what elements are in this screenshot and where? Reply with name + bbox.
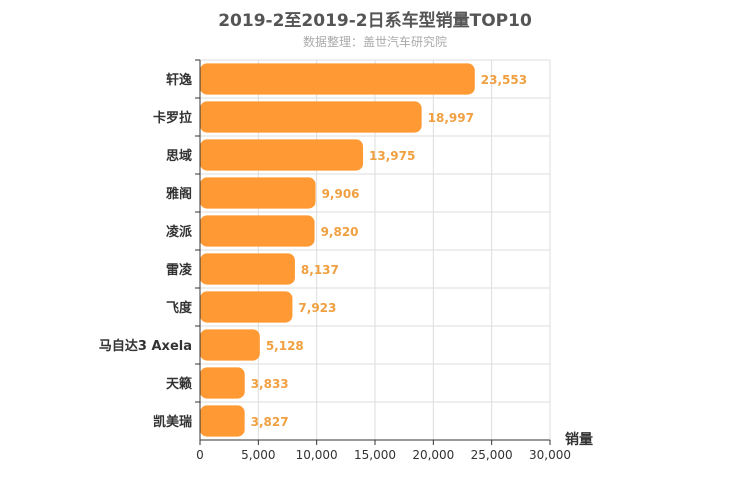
x-tick-label: 10,000 (296, 448, 338, 462)
x-tick-label: 5,000 (241, 448, 275, 462)
bar (200, 101, 422, 133)
bar-value-label: 3,833 (251, 377, 289, 391)
x-tick-label: 30,000 (529, 448, 571, 462)
category-label: 轩逸 (166, 72, 192, 88)
bar-value-label: 9,820 (321, 225, 359, 239)
category-label: 思域 (166, 148, 192, 164)
bar-value-label: 8,137 (301, 263, 339, 277)
bar-value-label: 3,827 (251, 415, 289, 429)
bar-value-label: 18,997 (428, 111, 474, 125)
bar (200, 215, 315, 247)
bar (200, 177, 316, 209)
category-label: 马自达3 Axela (99, 338, 192, 354)
x-axis-title: 销量 (565, 431, 593, 448)
x-tick-label: 25,000 (471, 448, 513, 462)
bars: 23,553 18,997 13,975 9,906 9,820 8,137 7,923 5,… (200, 63, 527, 437)
category-label: 雅阁 (166, 186, 192, 202)
bar-value-label: 7,923 (298, 301, 336, 315)
category-label: 凯美瑞 (153, 414, 192, 430)
bar-value-label: 13,975 (369, 149, 415, 163)
grid-lines (200, 59, 551, 441)
chart-title: 2019-2至2019-2日系车型销量TOP10 (218, 11, 532, 31)
bar (200, 367, 245, 399)
bar-value-label: 5,128 (266, 339, 304, 353)
axes: 0 5,000 10,000 15,000 20,000 25,000 30,000 轩逸卡罗… (99, 59, 571, 462)
category-label: 天籁 (166, 376, 192, 392)
bar (200, 63, 475, 95)
bar (200, 329, 260, 361)
bar (200, 291, 293, 323)
category-label: 凌派 (166, 224, 193, 240)
category-label: 卡罗拉 (153, 110, 192, 126)
x-tick-label: 20,000 (412, 448, 454, 462)
category-label: 飞度 (166, 300, 193, 316)
bar (200, 405, 245, 437)
bar-value-label: 9,906 (322, 187, 360, 201)
chart-subtitle: 数据整理：盖世汽车研究院 (302, 35, 447, 49)
category-label: 雷凌 (166, 262, 193, 278)
x-tick-label: 0 (196, 448, 204, 462)
bar (200, 253, 295, 285)
bar-value-label: 23,553 (481, 73, 527, 87)
bar (200, 139, 364, 171)
x-tick-label: 15,000 (354, 448, 396, 462)
